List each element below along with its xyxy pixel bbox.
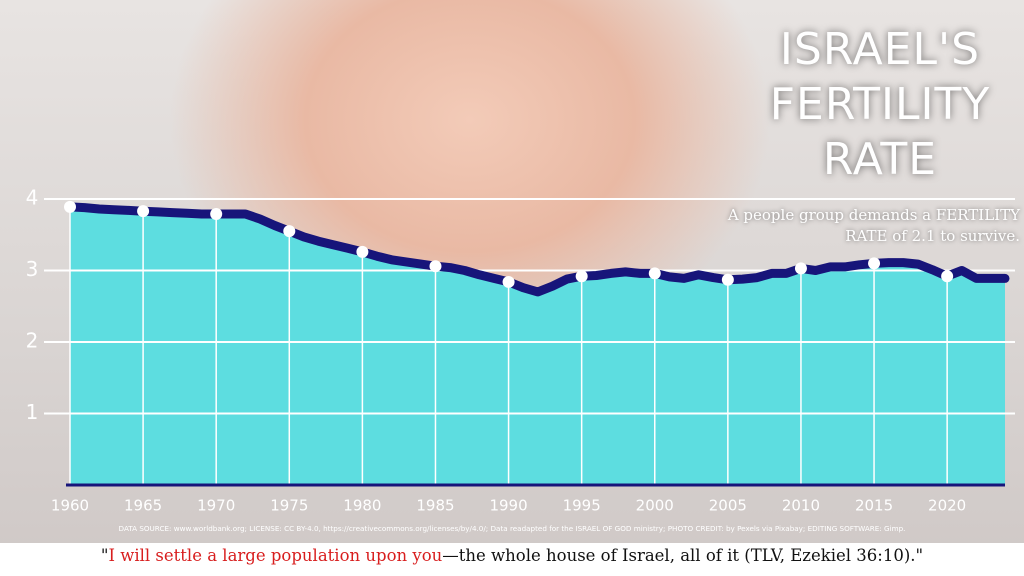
marker [210, 208, 223, 221]
x-tick-label: 1990 [489, 497, 527, 515]
quote-rest: —the whole house of Israel, all of it (T… [442, 546, 924, 565]
x-tick-label: 2000 [636, 497, 674, 515]
chart-subtitle: A people group demands a FERTILITY RATE … [727, 206, 1020, 245]
x-tick-label: 2020 [928, 497, 966, 515]
marker [575, 270, 588, 283]
marker [429, 260, 442, 273]
x-tick-label: 1965 [124, 497, 162, 515]
x-tick-label: 2005 [709, 497, 747, 515]
x-tick-label: 1995 [563, 497, 601, 515]
y-tick-label: 4 [26, 186, 39, 210]
marker [721, 273, 734, 286]
marker [356, 245, 369, 258]
y-tick-label: 3 [26, 257, 39, 281]
source-note: DATA SOURCE: www.worldbank.org; LICENSE:… [118, 524, 906, 533]
x-tick-label: 1980 [343, 497, 381, 515]
marker [283, 225, 296, 238]
marker [648, 267, 661, 280]
area [70, 206, 1005, 485]
x-tick-label: 2010 [782, 497, 820, 515]
marker [794, 262, 807, 275]
quote-open: " [100, 546, 109, 565]
x-tick-label: 1960 [51, 497, 89, 515]
marker [64, 200, 76, 213]
line [65, 202, 1010, 297]
quote: "I will settle a large population upon y… [0, 543, 1024, 576]
y-tick-label: 2 [26, 329, 39, 353]
x-tick-label: 1985 [416, 497, 454, 515]
y-tick-label: 1 [26, 400, 39, 424]
marker [502, 275, 515, 288]
marker [941, 270, 954, 283]
x-tick-label: 1970 [197, 497, 235, 515]
x-tick-label: 1975 [270, 497, 308, 515]
marker [137, 205, 150, 218]
chart-title: ISRAEL'S FERTILITY RATE [769, 24, 991, 185]
marker [868, 257, 881, 270]
x-tick-label: 2015 [855, 497, 893, 515]
quote-highlight: I will settle a large population upon yo… [108, 546, 443, 565]
